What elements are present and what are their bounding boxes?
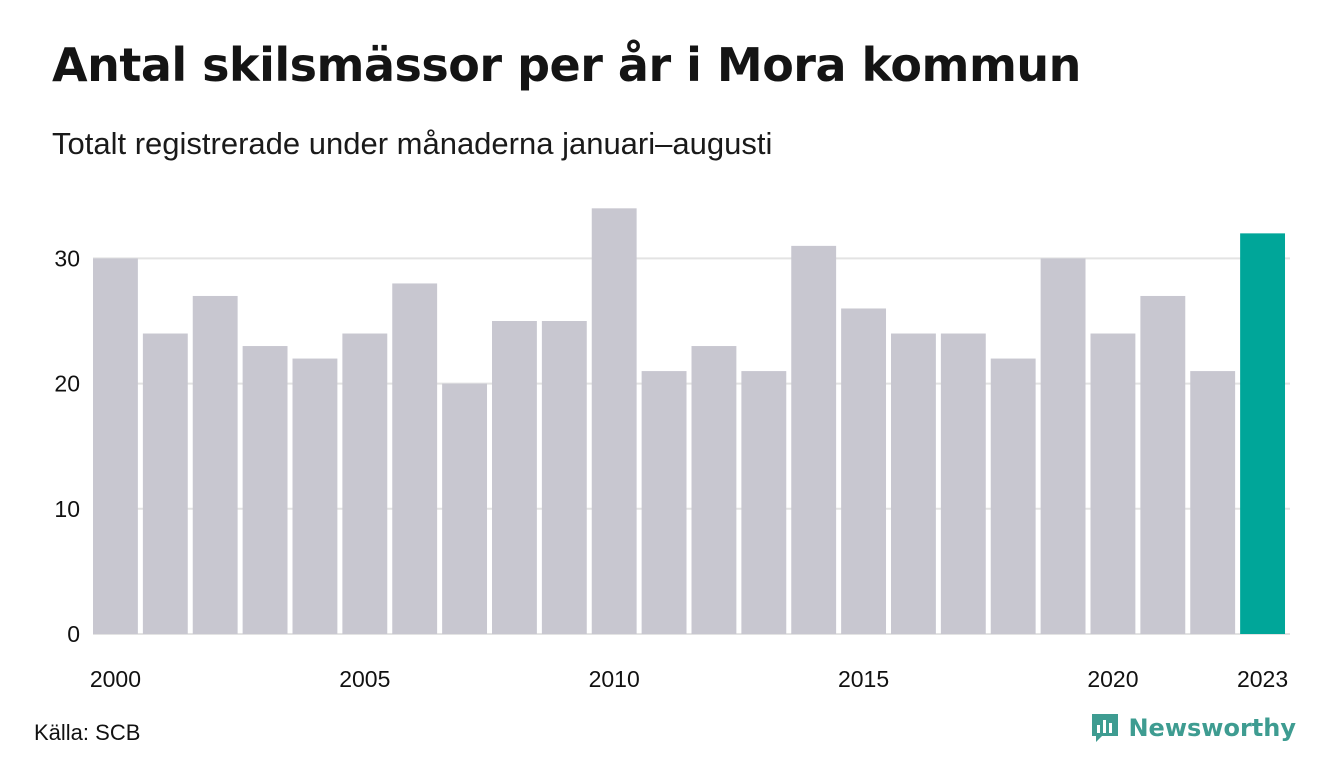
bar-2018 <box>990 358 1036 634</box>
bar-2011 <box>641 371 687 634</box>
bar-2019 <box>1040 258 1086 634</box>
bar-2016 <box>891 333 936 634</box>
bar-2004 <box>292 358 338 634</box>
bar-2021 <box>1140 295 1186 634</box>
y-axis: 0 10 20 30 <box>54 245 80 647</box>
source-label: Källa: SCB <box>34 720 141 745</box>
bar-2012 <box>691 346 737 634</box>
bar-2006 <box>392 283 438 634</box>
chart-title: Antal skilsmässor per år i Mora kommun <box>52 38 1081 92</box>
x-tick-label: 2015 <box>838 666 889 692</box>
bar-2013 <box>741 371 787 634</box>
bar-2002 <box>192 295 238 634</box>
bar-2014 <box>791 245 837 634</box>
y-tick-label: 0 <box>67 621 80 647</box>
bars <box>93 208 1286 635</box>
bar-2020 <box>1090 333 1136 634</box>
x-tick-label: 2020 <box>1087 666 1138 692</box>
x-tick-label: 2000 <box>90 666 141 692</box>
x-tick-label: 2010 <box>589 666 640 692</box>
bar-2022 <box>1190 371 1236 634</box>
x-tick-label: 2023 <box>1237 666 1288 692</box>
bar-2015 <box>841 308 887 634</box>
brand-name: Newsworthy <box>1128 714 1296 742</box>
y-tick-label: 10 <box>54 496 80 522</box>
brand-logo: Newsworthy <box>1090 712 1296 744</box>
bar-2005 <box>342 333 388 634</box>
newsworthy-logo-icon <box>1092 714 1119 742</box>
x-tick-label: 2005 <box>339 666 390 692</box>
bar-2003 <box>242 346 288 634</box>
bar-2023 <box>1240 233 1286 635</box>
bar-2000 <box>93 258 138 634</box>
bar-2017 <box>940 333 986 634</box>
y-tick-label: 20 <box>54 371 80 397</box>
bar-2009 <box>541 321 587 634</box>
y-tick-label: 30 <box>54 245 80 271</box>
bar-2010 <box>591 208 637 634</box>
bar-2008 <box>492 321 537 634</box>
bar-2007 <box>442 383 488 634</box>
chart-subtitle: Totalt registrerade under månaderna janu… <box>52 126 773 161</box>
bar-2001 <box>142 333 188 634</box>
x-axis: 2000 2005 2010 2015 2020 2023 <box>90 666 1288 692</box>
